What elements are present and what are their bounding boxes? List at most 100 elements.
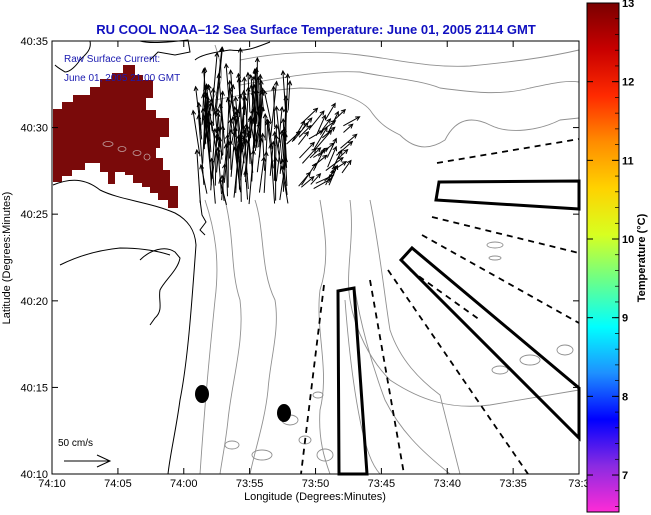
current-vector [268,143,276,204]
current-vector [262,112,268,141]
scale-vector-arrow [64,454,112,468]
current-vector [223,62,232,120]
colorbar-tick-label: 13 [622,0,634,10]
current-vector [310,173,322,185]
current-vector [315,174,335,184]
current-vector [340,133,358,149]
current-vector [280,69,286,111]
current-vector [309,110,325,129]
y-tick-label: 40:35 [20,36,48,48]
y-tick-label: 40:25 [20,209,48,221]
current-vector [213,110,221,164]
current-vector [343,116,361,127]
colorbar-tick-label: 8 [622,391,628,403]
colorbar-tick-label: 12 [622,77,634,89]
y-tick-label: 40:10 [20,469,48,481]
current-vector [336,140,354,156]
x-axis: 74:10 74:05 74:00 73:55 73:50 73:45 73:40 73:35… [38,41,590,490]
current-vector [309,147,322,159]
dashed-transects [300,138,580,475]
y-axis-label: Latitude (Degrees:Minutes) [1,192,13,325]
current-vector [343,123,354,133]
current-vector [218,178,227,205]
current-vector [230,125,238,177]
current-vector [260,132,266,171]
x-tick-label: 73:50 [302,478,330,490]
colorbar-tick-label: 9 [622,313,628,325]
x-tick-label: 73:40 [433,478,461,490]
current-vector [214,46,224,111]
current-vector [228,69,235,119]
x-tick-label: 73:35 [499,478,527,490]
current-vector [313,147,325,171]
current-vector [194,148,201,203]
scale-vector-label: 50 cm/s [58,438,93,449]
current-vector [300,176,315,188]
current-vector [302,147,317,164]
current-vector [280,158,288,195]
current-vector [313,126,328,149]
x-tick-label: 74:05 [104,478,132,490]
colorbar-tick-label: 10 [622,234,634,246]
current-vector [299,141,315,159]
current-vector [273,156,279,201]
current-vector [341,159,352,174]
current-vector [277,105,285,150]
current-vector [322,126,336,139]
x-tick-label: 74:10 [38,478,66,490]
map-title: RU COOL NOAA–12 Sea Surface Temperature:… [96,22,536,37]
current-vector [235,108,243,152]
x-tick-label: 73:55 [236,478,264,490]
current-vector [218,102,226,144]
current-vector [332,108,347,123]
current-vector [210,87,216,126]
current-vector [201,68,210,131]
current-vector [326,137,337,158]
current-vector [325,156,344,171]
current-vector [270,80,279,137]
colorbar-ticks: 7 8 9 10 11 12 13 [587,0,634,507]
current-vector [196,114,205,185]
current-label-line2: June 01, 2005 21:00 GMT [64,73,180,84]
current-vector [313,154,328,167]
current-vector [228,128,234,159]
x-tick-label: 73:3 [568,478,589,490]
current-vector [298,124,312,138]
current-vector [321,118,332,131]
y-tick-label: 40:20 [20,296,48,308]
y-axis: 40:35 40:30 40:25 40:20 40:15 40:10 [20,36,579,481]
current-label-line1: Raw Surface Current: [64,54,160,65]
colorbar [586,2,620,513]
current-vector [280,117,288,186]
current-vector [313,178,332,189]
current-vector [254,56,260,124]
marker-south [277,404,291,422]
current-vector [226,79,233,147]
current-vector [263,150,269,193]
current-vector [327,145,338,168]
current-vector [265,117,274,169]
current-vector [293,121,309,142]
x-tick-label: 73:45 [368,478,396,490]
current-vector [236,72,243,134]
colorbar-tick-label: 11 [622,155,634,167]
current-vector [221,163,227,201]
current-vector [324,102,336,121]
plot-area: Raw Surface Current: June 01, 2005 21:00… [51,39,581,476]
current-vector [331,161,348,172]
current-vector [284,72,291,139]
current-vector [251,114,258,182]
current-vector [258,79,264,112]
current-vector [287,80,293,111]
current-vector [279,165,289,204]
current-vector [220,124,226,156]
current-vector [210,127,218,191]
current-vector [245,71,251,113]
colorbar-label: Temperature (°C) [636,213,648,302]
y-tick-label: 40:30 [20,123,48,135]
sst-patch [53,65,178,208]
current-vector [256,137,264,173]
current-vector [235,134,241,194]
current-vector [301,107,319,124]
current-vector [315,114,326,136]
